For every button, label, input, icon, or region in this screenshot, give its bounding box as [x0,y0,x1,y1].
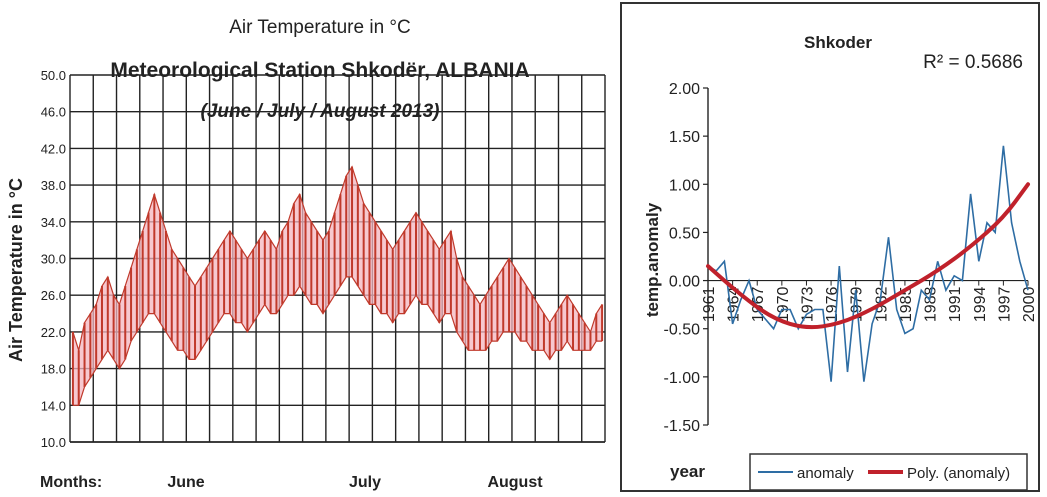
anomaly-x-tick-label: 1964 [726,286,743,322]
y-tick-label: 10.0 [41,435,66,450]
anomaly-y-tick-label: -0.50 [664,322,701,339]
y-tick-label: 42.0 [41,141,66,156]
months-label: Months: [40,474,102,491]
anomaly-x-tick-label: 1991 [947,286,964,322]
anomaly-y-tick-labels: -1.50 -1.00 -0.50 0.00 0.50 1.00 1.50 2.00 [664,81,701,435]
y-tick-label: 34.0 [41,215,66,230]
temperature-range-band [72,166,603,406]
y-tick-label: 14.0 [41,398,66,413]
temperature-series [71,165,604,406]
anomaly-y-axis-label: temp.anomaly [643,202,662,317]
anomaly-axes [703,87,1029,426]
anomaly-x-tick-label: 1988 [923,286,940,322]
y-tick-label: 46.0 [41,105,66,120]
r-squared-label: R² = 0.5686 [923,52,1023,73]
anomaly-x-tick-label: 1976 [824,286,841,322]
anomaly-y-tick-label: 2.00 [669,81,700,98]
poly-trend-line [706,182,1030,330]
y-tick-label: 18.0 [41,362,66,377]
month-label-june: June [167,474,204,491]
anomaly-x-tick-label: 1970 [775,286,792,322]
month-label-august: August [487,474,543,491]
daily-max-line [72,165,603,353]
anomaly-x-tick-label: 1985 [898,286,915,322]
anomaly-chart: Shkoder R² = 0.5686 temp.anomaly -1.50-1… [643,33,1038,491]
anomaly-x-tick-label: 2000 [1021,286,1038,322]
chart-subtitle: Meteorological Station Shkodër, ALBANIA [110,59,529,82]
anomaly-x-tick-label: 1997 [996,286,1013,322]
grid [69,74,606,443]
x-axis-label-year: year [670,462,705,481]
anomaly-x-tick-label: 1961 [701,286,718,322]
anomaly-y-tick-label: 1.50 [669,129,700,146]
y-tick-label: 38.0 [41,178,66,193]
y-tick-label: 26.0 [41,288,66,303]
chart-title: Air Temperature in °C [229,17,410,38]
legend: anomaly Poly. (anomaly) [749,453,1028,491]
anomaly-y-tick-label: 0.00 [669,274,700,291]
anomaly-y-tick-label: -1.00 [664,370,701,387]
anomaly-series [706,145,1030,382]
daily-min-line [72,276,603,406]
y-tick-label: 50.0 [41,68,66,83]
y-tick-label: 30.0 [41,252,66,267]
anomaly-line [707,145,1029,382]
anomaly-y-tick-label: -1.50 [664,418,701,435]
temperature-chart: Air Temperature in °C Meteorological Sta… [6,17,606,491]
legend-label-poly: Poly. (anomaly) [907,465,1010,482]
anomaly-x-tick-label: 1973 [799,286,816,322]
anomaly-chart-title: Shkoder [804,33,872,52]
anomaly-y-tick-label: 0.50 [669,225,700,242]
anomaly-y-tick-label: 1.00 [669,177,700,194]
y-tick-labels: 10.0 14.0 18.0 22.0 26.0 30.0 34.0 38.0 42.0 46.0… [41,68,66,450]
anomaly-x-tick-label: 1994 [972,286,989,322]
month-label-july: July [349,474,381,491]
y-axis-label: Air Temperature in °C [6,178,26,362]
y-tick-label: 22.0 [41,325,66,340]
legend-label-anomaly: anomaly [797,465,854,482]
